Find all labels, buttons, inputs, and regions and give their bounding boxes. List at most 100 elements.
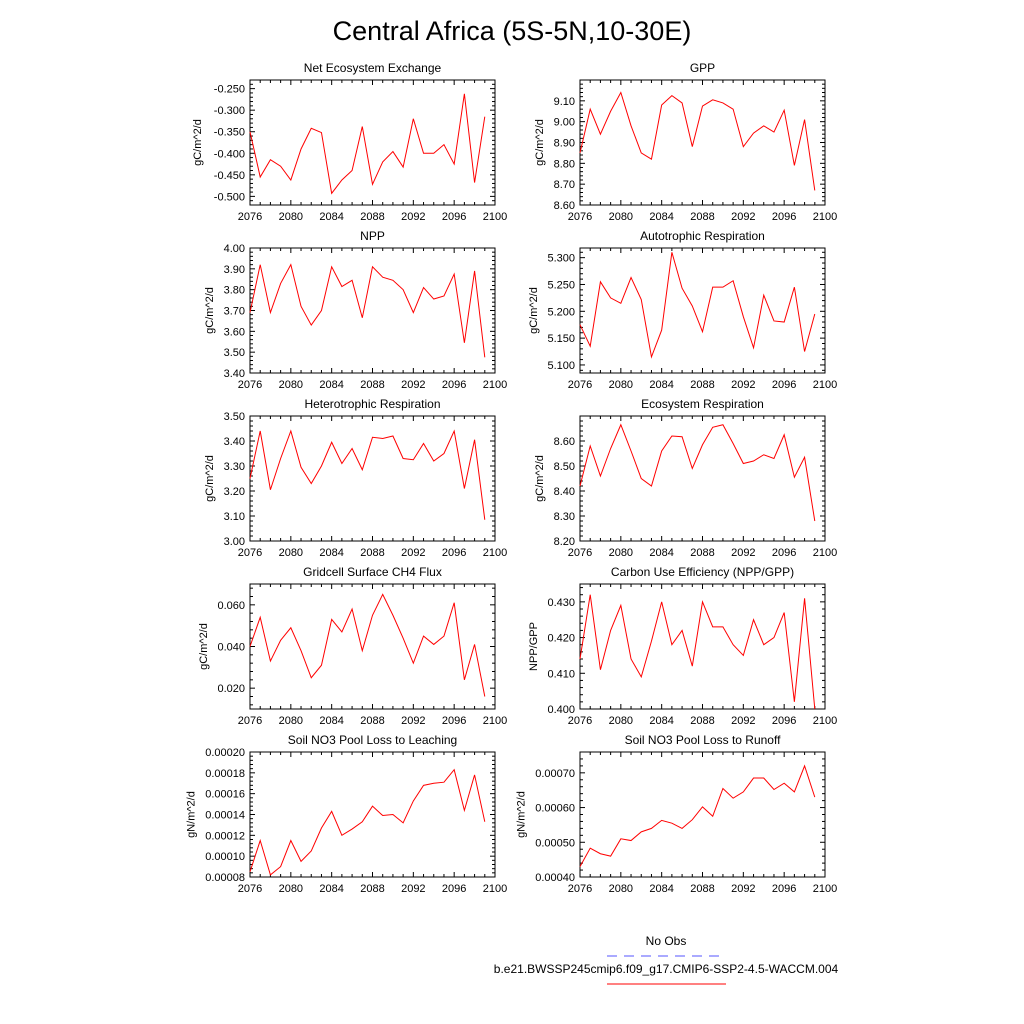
y-tick-label: 3.50 <box>224 411 245 423</box>
y-tick-label: 0.00012 <box>205 830 245 842</box>
x-tick-label: 2088 <box>690 715 714 727</box>
y-axis-label: gN/m^2/d <box>516 791 528 838</box>
x-tick-label: 2092 <box>731 547 755 559</box>
y-tick-label: 3.50 <box>224 347 245 359</box>
y-tick-label: 0.020 <box>217 683 245 695</box>
y-tick-label: 3.30 <box>224 461 245 473</box>
x-tick-label: 2092 <box>731 883 755 895</box>
y-tick-label: 0.00018 <box>205 768 245 780</box>
plot-frame <box>579 247 826 374</box>
x-tick-label: 2076 <box>568 211 592 223</box>
series-line <box>249 768 486 876</box>
y-tick-label: 4.00 <box>224 243 245 255</box>
series-line <box>579 423 816 522</box>
y-tick-label: 8.80 <box>554 158 575 170</box>
x-tick-label: 2100 <box>483 211 507 223</box>
x-tick-label: 2096 <box>772 379 796 391</box>
panel-npp: NPP 2076 2080 2084 2088 2092 2096 2100 4.00 3.90 3… <box>204 229 507 391</box>
panel-gpp: GPP 2076 2080 2084 2088 2092 2096 2100 9.10 9.00 8… <box>534 61 837 223</box>
y-tick-label: 8.60 <box>554 200 575 212</box>
plot-frame <box>579 79 826 206</box>
x-tick-label: 2076 <box>238 211 262 223</box>
panel-soil-no3-pool-loss-to-runoff: Soil NO3 Pool Loss to Runoff 2076 2080 2084… <box>516 733 838 895</box>
panel-heterotrophic-respiration: Heterotrophic Respiration 2076 2080 2084 208… <box>204 397 507 559</box>
figure-title: Central Africa (5S-5N,10-30E) <box>333 16 692 46</box>
legend-label-no-obs: No Obs <box>646 934 687 948</box>
y-tick-label: 0.00008 <box>205 872 245 884</box>
panel-title: Ecosystem Respiration <box>641 397 764 411</box>
x-tick-label: 2100 <box>483 715 507 727</box>
y-tick-label: 3.60 <box>224 326 245 338</box>
y-tick-label: 3.80 <box>224 285 245 297</box>
y-tick-label: -0.300 <box>214 105 245 117</box>
plot-frame <box>249 415 496 542</box>
x-tick-label: 2096 <box>442 211 466 223</box>
x-tick-label: 2084 <box>649 211 673 223</box>
x-tick-label: 2088 <box>690 883 714 895</box>
x-tick-label: 2080 <box>279 379 303 391</box>
x-tick-label: 2080 <box>609 379 633 391</box>
x-tick-label: 2092 <box>731 211 755 223</box>
y-tick-label: 5.200 <box>547 306 575 318</box>
x-tick-label: 2100 <box>483 547 507 559</box>
panel-title: NPP <box>360 229 385 243</box>
y-tick-label: 8.70 <box>554 179 575 191</box>
x-tick-label: 2092 <box>401 715 425 727</box>
x-tick-label: 2084 <box>649 379 673 391</box>
y-tick-label: 0.410 <box>547 668 575 680</box>
y-axis-label: gC/m^2/d <box>534 455 546 502</box>
y-tick-label: 8.50 <box>554 461 575 473</box>
plot-frame <box>249 583 496 710</box>
y-tick-label: 0.00020 <box>205 747 245 759</box>
series-line <box>249 429 486 520</box>
x-tick-label: 2076 <box>568 379 592 391</box>
x-tick-label: 2084 <box>649 883 673 895</box>
x-tick-label: 2100 <box>813 547 837 559</box>
panel-title: Net Ecosystem Exchange <box>304 61 442 75</box>
panel-title: Heterotrophic Respiration <box>304 397 440 411</box>
panel-title: Autotrophic Respiration <box>640 229 765 243</box>
legend-label-model: b.e21.BWSSP245cmip6.f09_g17.CMIP6-SSP2-4… <box>494 962 839 976</box>
plot-frame <box>249 79 496 206</box>
y-tick-label: 0.400 <box>547 704 575 716</box>
panel-soil-no3-pool-loss-to-leaching: Soil NO3 Pool Loss to Leaching 2076 2080 20… <box>186 733 508 895</box>
panel-gridcell-surface-ch4-flux: Gridcell Surface CH4 Flux 2076 2080 2084 208… <box>198 565 507 727</box>
panel-autotrophic-respiration: Autotrophic Respiration 2076 2080 2084 2088 2… <box>528 229 837 391</box>
y-axis-label: gC/m^2/d <box>534 119 546 166</box>
y-tick-label: 3.40 <box>224 368 245 380</box>
y-tick-label: 0.00070 <box>535 768 575 780</box>
y-tick-label: 8.20 <box>554 536 575 548</box>
x-tick-label: 2080 <box>609 883 633 895</box>
y-tick-label: 3.00 <box>224 536 245 548</box>
x-tick-label: 2080 <box>609 547 633 559</box>
x-tick-label: 2092 <box>731 379 755 391</box>
x-tick-label: 2076 <box>238 715 262 727</box>
y-tick-label: 9.10 <box>554 96 575 108</box>
x-tick-label: 2096 <box>442 883 466 895</box>
x-tick-label: 2080 <box>609 211 633 223</box>
x-tick-label: 2096 <box>442 547 466 559</box>
x-tick-label: 2100 <box>483 883 507 895</box>
y-axis-label: gC/m^2/d <box>198 623 210 670</box>
x-tick-label: 2084 <box>319 715 343 727</box>
x-tick-label: 2088 <box>360 379 384 391</box>
y-tick-label: -0.450 <box>214 170 245 182</box>
series-line <box>249 593 486 697</box>
y-tick-label: 3.20 <box>224 486 245 498</box>
y-axis-label: gC/m^2/d <box>528 287 540 334</box>
y-tick-label: 0.040 <box>217 642 245 654</box>
y-axis-label: gC/m^2/d <box>204 287 216 334</box>
y-tick-label: 0.430 <box>547 597 575 609</box>
x-tick-label: 2084 <box>649 547 673 559</box>
x-tick-label: 2076 <box>238 547 262 559</box>
x-tick-label: 2092 <box>731 715 755 727</box>
x-tick-label: 2088 <box>360 883 384 895</box>
series-line <box>249 263 486 358</box>
x-tick-label: 2100 <box>813 883 837 895</box>
x-tick-label: 2080 <box>609 715 633 727</box>
x-tick-label: 2096 <box>442 715 466 727</box>
panel-title: GPP <box>690 61 715 75</box>
y-axis-label: NPP/GPP <box>528 622 540 671</box>
x-tick-label: 2100 <box>813 211 837 223</box>
